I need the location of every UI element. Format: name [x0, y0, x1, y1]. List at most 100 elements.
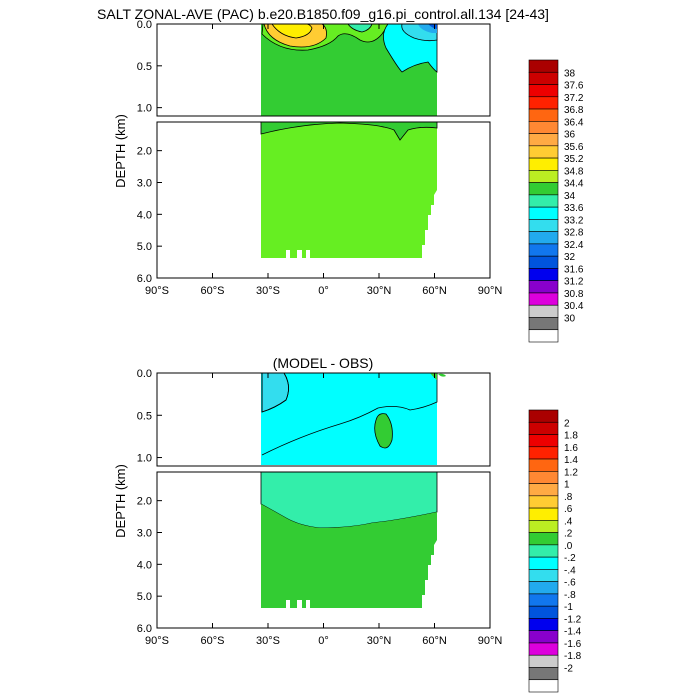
top-panel: SALT ZONAL-AVE (PAC) b.e20.B1850.f09_g16… [97, 6, 584, 343]
top-x-tick-label: 0° [318, 285, 329, 297]
top-colorbar-swatch [528, 304, 559, 318]
top-axes: 90°S 60°S 30°S 0° 30°N 60°N 90°N 0.0 0.5 1.0 2.0 3.… [113, 19, 502, 297]
top-upper-highest-salinity-fill [271, 23, 313, 39]
bottom-colorbar-swatch [528, 495, 559, 509]
top-colorbar-label: 34.4 [564, 179, 584, 190]
top-colorbar-swatch [528, 170, 559, 183]
top-colorbar-swatch [528, 121, 559, 134]
bottom-colorbar-swatch [528, 520, 559, 533]
bottom-colorbar-label: -.2 [564, 553, 576, 564]
bottom-lower-field [260, 471, 438, 608]
bottom-axes: 90°S 60°S 30°S 0° 30°N 60°N 90°N 0.0 0.5 1.0 2.0 3.… [113, 368, 502, 647]
top-y-tick-label: 0.5 [137, 61, 152, 73]
bottom-colorbar-label: -2 [564, 663, 573, 674]
top-y-tick-label: 1.0 [137, 103, 152, 115]
bottom-colorbar-label: .4 [564, 516, 573, 527]
top-lower-deep-fill [261, 123, 437, 258]
top-colorbar-swatch [528, 317, 559, 331]
bottom-lower-deep-fill [261, 504, 437, 608]
top-colorbar-swatch [528, 194, 559, 208]
top-x-tick-label: 90°S [145, 285, 169, 297]
bottom-colorbar-label: -.8 [564, 590, 576, 601]
bottom-colorbar-label: -1.4 [564, 627, 582, 638]
top-y-tick-label: 4.0 [137, 209, 152, 221]
bottom-colorbar-swatch [528, 434, 559, 448]
bottom-x-tick-label: 30°N [367, 635, 392, 647]
top-upper-field [261, 23, 438, 116]
top-colorbar-label: 30.4 [564, 301, 584, 312]
top-colorbar-label: 37.2 [564, 93, 584, 104]
bottom-y-axis-label: DEPTH (km) [113, 464, 128, 538]
bottom-colorbar-swatch [528, 618, 559, 631]
top-colorbar-swatch [528, 206, 559, 220]
bottom-x-tick-label: 0° [318, 635, 329, 647]
bottom-colorbar-swatch [528, 409, 559, 423]
top-colorbar-swatch [528, 145, 559, 159]
bottom-colorbar: 21.81.61.41.21.8.6.4.2.0-.2-.4-.6-.8-1-1… [528, 409, 582, 693]
top-colorbar-swatch [528, 96, 559, 110]
bottom-colorbar-label: -.4 [564, 565, 576, 576]
top-lower-field [260, 121, 438, 258]
bottom-colorbar-label: -1.8 [564, 651, 582, 662]
top-colorbar-label: 34 [564, 191, 576, 202]
bottom-panel-title: (MODEL - OBS) [273, 355, 374, 371]
top-colorbar-swatch [528, 268, 559, 281]
bottom-colorbar-swatch [528, 581, 559, 595]
top-colorbar-swatch [528, 231, 559, 245]
top-colorbar-label: 35.6 [564, 142, 584, 153]
bottom-colorbar-label: 2 [564, 418, 570, 429]
top-x-tick-label: 60°S [201, 285, 225, 297]
top-x-tick-label: 60°N [422, 285, 447, 297]
top-colorbar-label: 38 [564, 68, 576, 79]
top-colorbar-label: 30.8 [564, 289, 584, 300]
bottom-colorbar-label: -1.2 [564, 614, 582, 625]
top-lower-surface-fill [260, 121, 438, 141]
bottom-x-tick-label: 60°S [201, 635, 225, 647]
top-colorbar-label: 32 [564, 252, 576, 263]
top-colorbar-label: 34.8 [564, 166, 584, 177]
bottom-colorbar-swatch [528, 483, 559, 497]
bottom-colorbar-swatch [528, 458, 559, 472]
top-colorbar-swatch [528, 219, 559, 232]
top-colorbar-swatch [528, 255, 559, 269]
top-x-tick-label: 30°N [367, 285, 392, 297]
bottom-colorbar-swatch [528, 569, 559, 582]
top-colorbar-swatch [528, 108, 559, 122]
top-colorbar-label: 32.4 [564, 240, 584, 251]
bottom-y-tick-label: 3.0 [137, 527, 152, 539]
bottom-y-tick-label: 1.0 [137, 453, 152, 465]
top-colorbar: 3837.637.236.836.43635.635.234.834.43433… [528, 59, 584, 343]
top-colorbar-swatch [528, 182, 559, 196]
bottom-y-tick-label: 2.0 [137, 496, 152, 508]
bottom-x-tick-label: 90°N [478, 635, 503, 647]
top-colorbar-swatch [528, 84, 559, 98]
bottom-colorbar-swatch [528, 642, 559, 656]
bottom-colorbar-swatch [528, 544, 559, 558]
bottom-upper-field [261, 372, 446, 465]
bottom-colorbar-label: -.6 [564, 578, 576, 589]
top-colorbar-swatch [528, 133, 559, 147]
bottom-upper-island-fill [374, 413, 393, 449]
bottom-colorbar-swatch [528, 679, 559, 693]
top-colorbar-label: 37.6 [564, 81, 584, 92]
top-colorbar-swatch [528, 243, 559, 257]
top-colorbar-label: 36.8 [564, 105, 584, 116]
bottom-colorbar-swatch [528, 532, 559, 546]
top-colorbar-label: 31.6 [564, 264, 584, 275]
bottom-x-tick-label: 30°S [256, 635, 280, 647]
top-colorbar-label: 35.2 [564, 154, 584, 165]
bottom-colorbar-label: 1.2 [564, 467, 578, 478]
bottom-colorbar-swatch [528, 630, 559, 644]
top-colorbar-label: 30 [564, 313, 576, 324]
bottom-colorbar-label: 1 [564, 480, 570, 491]
bottom-colorbar-swatch [528, 654, 559, 668]
top-colorbar-swatch [528, 59, 559, 73]
top-panel-title: SALT ZONAL-AVE (PAC) b.e20.B1850.f09_g16… [97, 6, 549, 22]
top-y-tick-label: 0.0 [137, 19, 152, 31]
bottom-colorbar-swatch [528, 667, 559, 681]
bottom-colorbar-swatch [528, 471, 559, 484]
bottom-y-tick-label: 0.0 [137, 368, 152, 380]
bottom-colorbar-label: -1 [564, 602, 573, 613]
top-colorbar-swatch [528, 157, 559, 171]
bottom-colorbar-label: -1.6 [564, 639, 582, 650]
